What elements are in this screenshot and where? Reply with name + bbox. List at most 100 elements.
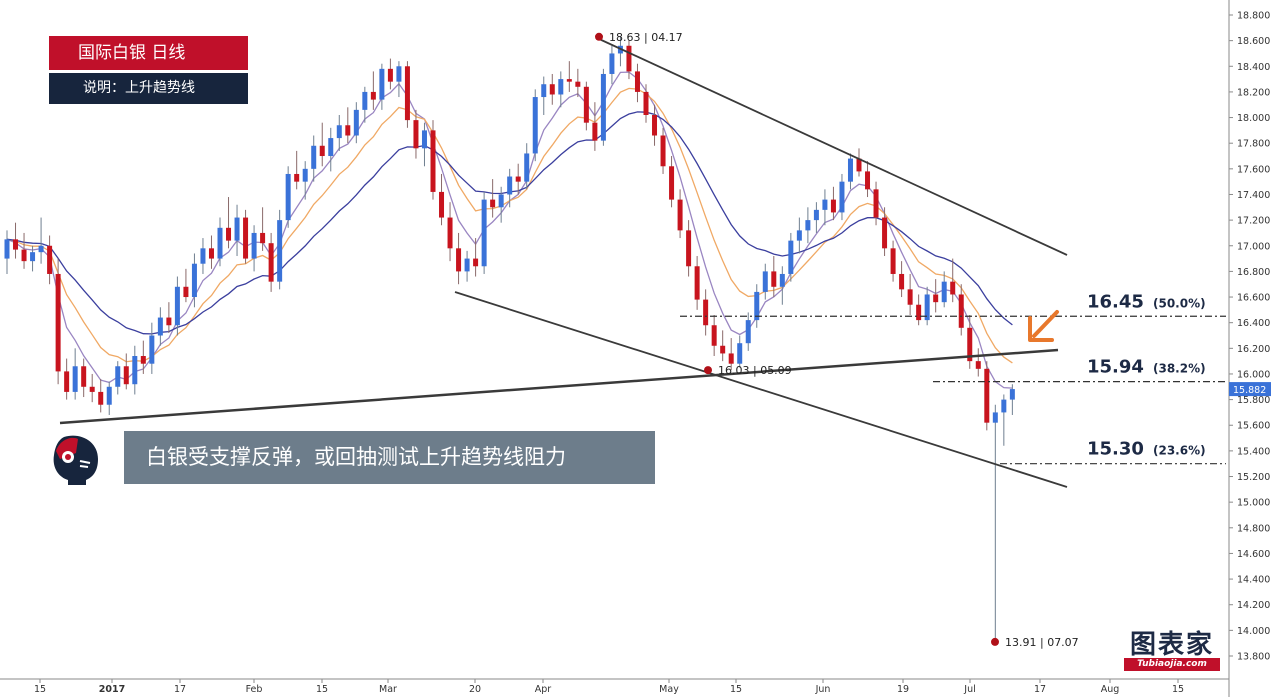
current-price-label: 15.882	[1233, 385, 1266, 396]
candle-body	[669, 166, 675, 200]
price-tick-label: 16.400	[1237, 318, 1270, 329]
candle-body	[30, 252, 36, 262]
chart-title: 国际白银 日线	[49, 36, 248, 70]
price-tick-label: 13.800	[1237, 652, 1270, 663]
price-tick-label: 16.800	[1237, 267, 1270, 278]
candle-body	[992, 412, 998, 423]
candle-body	[958, 294, 964, 328]
candle-body	[379, 68, 385, 100]
time-tick-label: 15	[316, 684, 328, 695]
price-tick-label: 15.000	[1237, 498, 1270, 509]
candle-body	[677, 199, 683, 231]
price-marker-label: 13.91 | 07.07	[1005, 636, 1079, 649]
candle-body	[439, 191, 445, 218]
candle-body	[847, 158, 853, 182]
price-tick-label: 15.600	[1237, 421, 1270, 432]
candle-body	[737, 343, 743, 364]
price-tick-label: 18.200	[1237, 87, 1270, 98]
candle-body	[47, 245, 53, 274]
candle-body	[285, 173, 291, 221]
candle-body	[13, 239, 19, 250]
candle-body	[157, 317, 163, 336]
candle-body	[72, 366, 78, 392]
candle-body	[191, 263, 197, 298]
candle-body	[311, 145, 317, 169]
candle-body	[754, 291, 760, 321]
price-marker-dot	[704, 366, 712, 375]
time-tick-label: 20	[469, 684, 481, 695]
candle-body	[856, 158, 862, 172]
price-tick-label: 17.800	[1237, 139, 1270, 150]
candle-body	[328, 138, 334, 157]
candle-body	[4, 239, 10, 259]
candle-body	[106, 386, 112, 405]
price-marker-dot	[595, 32, 603, 41]
candle-body	[115, 366, 121, 387]
time-tick-label: 19	[897, 684, 909, 695]
candle-body	[140, 356, 146, 364]
candle-body	[950, 281, 956, 295]
candle-body	[865, 171, 871, 190]
candles	[4, 36, 1015, 642]
price-tick-label: 18.600	[1237, 36, 1270, 47]
candle-body	[515, 176, 521, 182]
time-tick-label: 15	[34, 684, 46, 695]
candle-body	[81, 366, 87, 387]
plot-area	[0, 0, 1229, 679]
candle-body	[890, 248, 896, 274]
candle-body	[762, 271, 768, 292]
price-tick-label: 17.200	[1237, 216, 1270, 227]
time-tick-label: Mar	[379, 684, 397, 695]
candle-body	[98, 391, 104, 405]
candle-body	[660, 135, 666, 167]
candle-body	[430, 130, 436, 192]
price-tick-label: 14.400	[1237, 575, 1270, 586]
candle-body	[464, 258, 470, 272]
candle-body	[583, 86, 589, 123]
candle-body	[771, 271, 777, 287]
price-marker-label: 16.03 | 05.09	[718, 364, 792, 377]
candle-body	[260, 232, 266, 244]
candle-body	[711, 325, 717, 346]
candle-body	[600, 73, 606, 141]
price-tick-label: 17.600	[1237, 164, 1270, 175]
candle-body	[805, 220, 811, 231]
logo-text: 图表家	[1129, 630, 1214, 660]
candle-body	[21, 249, 27, 262]
price-tick-label: 14.200	[1237, 600, 1270, 611]
candle-body	[421, 130, 427, 149]
candle-body	[387, 68, 393, 82]
candle-body	[924, 294, 930, 321]
price-tick-label: 17.000	[1237, 241, 1270, 252]
candle-body	[916, 304, 922, 321]
candle-body	[294, 173, 300, 182]
candle-body	[839, 181, 845, 213]
candle-body	[822, 199, 828, 210]
candle-body	[132, 356, 138, 385]
price-annotations: 18.63 | 04.17 16.03 | 05.09 13.91 | 07.07 1…	[595, 31, 1271, 649]
price-tick-label: 18.000	[1237, 113, 1270, 124]
arrow-icon	[1028, 310, 1059, 342]
current-price-tag	[1229, 382, 1271, 397]
candle-body	[694, 266, 700, 300]
candle-body	[413, 120, 419, 149]
candle-body	[984, 368, 990, 423]
trend-overlays: 16.45 (50.0%) 15.94 (38.2%) 15.30 (23.6%)	[59, 37, 1226, 488]
candle-body	[123, 366, 129, 385]
price-tick-label: 14.800	[1237, 523, 1270, 534]
channel-lower-line	[454, 291, 1068, 488]
time-tick-label: 15	[1172, 684, 1184, 695]
candle-body	[788, 240, 794, 274]
candle-body	[345, 125, 351, 136]
price-tick-label: 15.200	[1237, 472, 1270, 483]
candle-body	[566, 79, 572, 82]
candle-body	[796, 230, 802, 241]
candle-body	[473, 258, 479, 267]
chart-subtitle: 说明：上升趋势线	[49, 73, 248, 104]
price-axis-ticks: 18.800 18.600 18.400 18.200 18.000 17.800 17.6…	[1229, 11, 1270, 663]
candle-body	[208, 248, 214, 259]
logo-subtext: Tubiaojia.com	[1124, 658, 1220, 671]
time-tick-label: 17	[174, 684, 186, 695]
candle-body	[634, 71, 640, 92]
